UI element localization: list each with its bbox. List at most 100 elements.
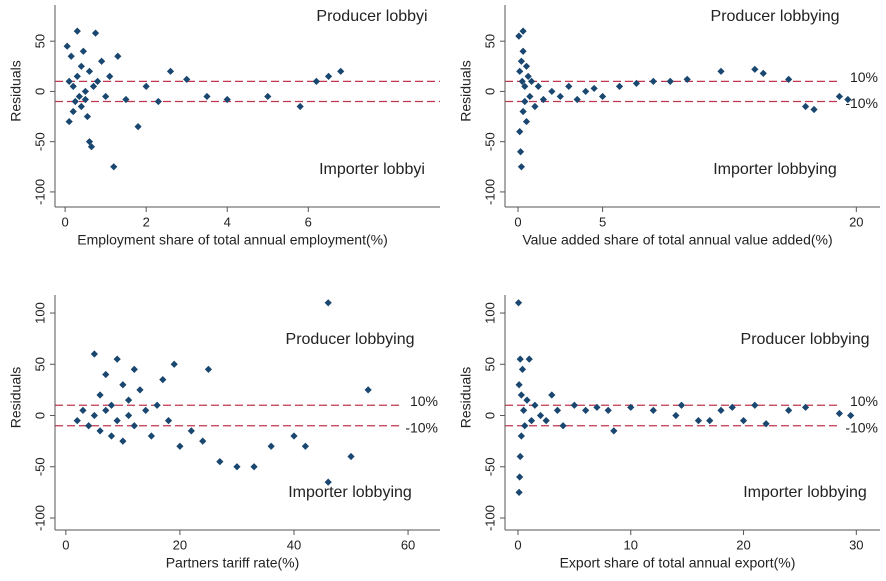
reference-label: -10% bbox=[845, 95, 878, 111]
point bbox=[102, 406, 110, 414]
point bbox=[516, 452, 524, 461]
point bbox=[519, 107, 527, 116]
point bbox=[516, 128, 524, 136]
point bbox=[522, 117, 531, 126]
point bbox=[728, 403, 736, 411]
x-tick-label: 20 bbox=[736, 537, 750, 552]
point bbox=[553, 406, 562, 414]
point bbox=[69, 107, 77, 116]
point bbox=[153, 401, 161, 409]
point bbox=[518, 365, 527, 374]
y-tick-label: -50 bbox=[482, 132, 497, 151]
point bbox=[130, 422, 138, 430]
x-tick-label: 0 bbox=[514, 214, 521, 229]
point bbox=[69, 82, 77, 91]
y-tick-label: -50 bbox=[32, 457, 47, 476]
point bbox=[106, 72, 114, 80]
point bbox=[102, 92, 110, 101]
point bbox=[337, 67, 345, 75]
point bbox=[267, 442, 275, 450]
point bbox=[223, 95, 231, 104]
point bbox=[324, 72, 333, 80]
point bbox=[75, 92, 83, 101]
point bbox=[785, 406, 793, 414]
x-tick-label: 20 bbox=[849, 214, 863, 229]
y-tick-label: -50 bbox=[482, 457, 497, 476]
point bbox=[521, 82, 529, 91]
point bbox=[65, 117, 73, 126]
annotation: Importer lobbying bbox=[713, 161, 837, 178]
point bbox=[598, 92, 607, 101]
point bbox=[85, 422, 93, 430]
point bbox=[96, 391, 104, 399]
point bbox=[124, 411, 133, 420]
point bbox=[517, 432, 525, 440]
point bbox=[582, 406, 590, 414]
point bbox=[548, 87, 556, 96]
y-axis-label: Residuals bbox=[8, 60, 24, 121]
annotation: Producer lobbying bbox=[711, 8, 840, 25]
point bbox=[517, 163, 526, 171]
point bbox=[627, 403, 635, 411]
x-tick-label: 0 bbox=[62, 214, 69, 229]
point bbox=[706, 417, 714, 425]
point bbox=[79, 406, 87, 414]
y-tick-label: -50 bbox=[32, 132, 47, 151]
point bbox=[801, 102, 810, 111]
point bbox=[324, 299, 332, 307]
point bbox=[516, 148, 525, 156]
point bbox=[542, 417, 550, 425]
x-tick-label: 40 bbox=[287, 537, 301, 552]
annotation: Producer lobbying bbox=[286, 331, 415, 348]
point bbox=[835, 92, 844, 101]
point bbox=[166, 67, 175, 75]
y-tick-label: 50 bbox=[32, 357, 47, 371]
point bbox=[347, 452, 355, 461]
point bbox=[515, 488, 523, 496]
point bbox=[677, 401, 686, 409]
y-axis-label: Residuals bbox=[458, 367, 474, 428]
point bbox=[739, 417, 748, 425]
point bbox=[559, 422, 567, 430]
point bbox=[98, 57, 106, 65]
point bbox=[516, 67, 524, 75]
point bbox=[525, 355, 533, 363]
point bbox=[176, 442, 184, 450]
y-tick-label: -100 bbox=[482, 505, 497, 531]
point bbox=[517, 57, 526, 65]
annotation: Producer lobbyi bbox=[316, 8, 427, 25]
point bbox=[290, 432, 298, 440]
points bbox=[63, 27, 345, 171]
point bbox=[801, 403, 810, 411]
point bbox=[531, 102, 539, 111]
point bbox=[199, 437, 207, 445]
y-tick-label: -100 bbox=[32, 505, 47, 531]
point bbox=[527, 417, 536, 425]
point bbox=[107, 401, 116, 409]
annotation: Producer lobbying bbox=[741, 331, 870, 348]
point bbox=[610, 427, 618, 435]
point bbox=[531, 401, 539, 409]
point bbox=[518, 77, 526, 85]
point bbox=[526, 92, 534, 101]
annotation: Importer lobbying bbox=[288, 484, 412, 501]
point bbox=[520, 406, 528, 414]
x-tick-label: 5 bbox=[599, 214, 606, 229]
point bbox=[515, 381, 523, 389]
point bbox=[312, 77, 320, 85]
annotation: Importer lobbying bbox=[743, 484, 867, 501]
y-tick-label: 100 bbox=[482, 302, 497, 324]
point bbox=[102, 370, 110, 379]
point bbox=[810, 105, 818, 114]
point bbox=[250, 463, 258, 471]
y-tick-label: 0 bbox=[482, 88, 497, 95]
point bbox=[110, 163, 118, 171]
y-tick-label: -100 bbox=[32, 179, 47, 205]
y-axis-label: Residuals bbox=[458, 60, 474, 121]
point bbox=[516, 355, 524, 363]
point bbox=[159, 376, 167, 384]
x-tick-label: 0 bbox=[514, 537, 521, 552]
point bbox=[90, 350, 98, 358]
point bbox=[124, 396, 133, 404]
point bbox=[516, 473, 524, 481]
